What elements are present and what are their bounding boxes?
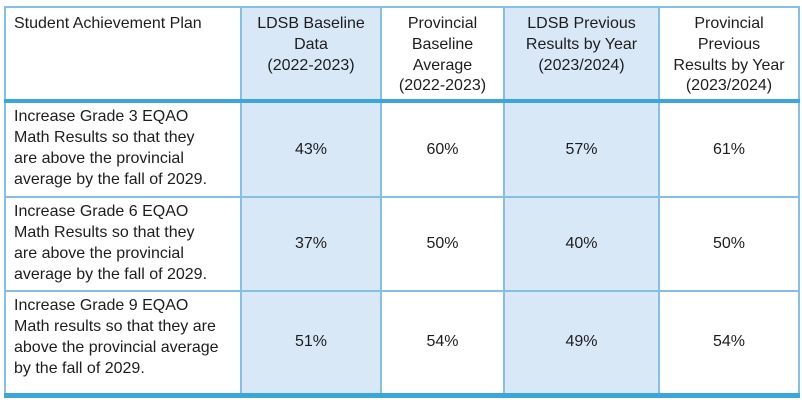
value-cell-grade3-provincial-baseline: 60%	[380, 100, 505, 199]
table-row-grade-9: Increase Grade 9 EQAO Math results so th…	[4, 290, 800, 397]
value-cell-grade3-provincial-previous: 61%	[658, 100, 800, 199]
goal-cell-grade-3: Increase Grade 3 EQAO Math Results so th…	[4, 100, 242, 199]
value-cell-grade3-ldsb-baseline: 43%	[240, 100, 382, 199]
value-cell-grade9-provincial-previous: 54%	[658, 290, 800, 397]
column-header-student-achievement-plan: Student Achievement Plan	[4, 5, 242, 104]
value-cell-grade6-provincial-baseline: 50%	[380, 196, 505, 293]
value-cell-grade9-provincial-baseline: 54%	[380, 290, 505, 397]
column-header-ldsb-previous-results: LDSB Previous Results by Year (2023/2024…	[503, 5, 660, 104]
column-header-ldsb-baseline-data: LDSB Baseline Data (2022-2023)	[240, 5, 382, 104]
value-cell-grade6-provincial-previous: 50%	[658, 196, 800, 293]
goal-cell-grade-6: Increase Grade 6 EQAO Math Results so th…	[4, 196, 242, 293]
column-header-provincial-previous-results: Provincial Previous Results by Year (202…	[658, 5, 800, 104]
value-cell-grade9-ldsb-previous: 49%	[503, 290, 660, 397]
column-header-provincial-baseline-average: Provincial Baseline Average (2022-2023)	[380, 5, 505, 104]
value-cell-grade9-ldsb-baseline: 51%	[240, 290, 382, 397]
table-row-grade-3: Increase Grade 3 EQAO Math Results so th…	[4, 100, 800, 199]
value-cell-grade3-ldsb-previous: 57%	[503, 100, 660, 199]
goal-cell-grade-9: Increase Grade 9 EQAO Math results so th…	[4, 290, 242, 397]
value-cell-grade6-ldsb-previous: 40%	[503, 196, 660, 293]
student-achievement-table: Student Achievement Plan LDSB Baseline D…	[4, 5, 800, 398]
header-row: Student Achievement Plan LDSB Baseline D…	[4, 5, 800, 104]
value-cell-grade6-ldsb-baseline: 37%	[240, 196, 382, 293]
table-row-grade-6: Increase Grade 6 EQAO Math Results so th…	[4, 196, 800, 293]
